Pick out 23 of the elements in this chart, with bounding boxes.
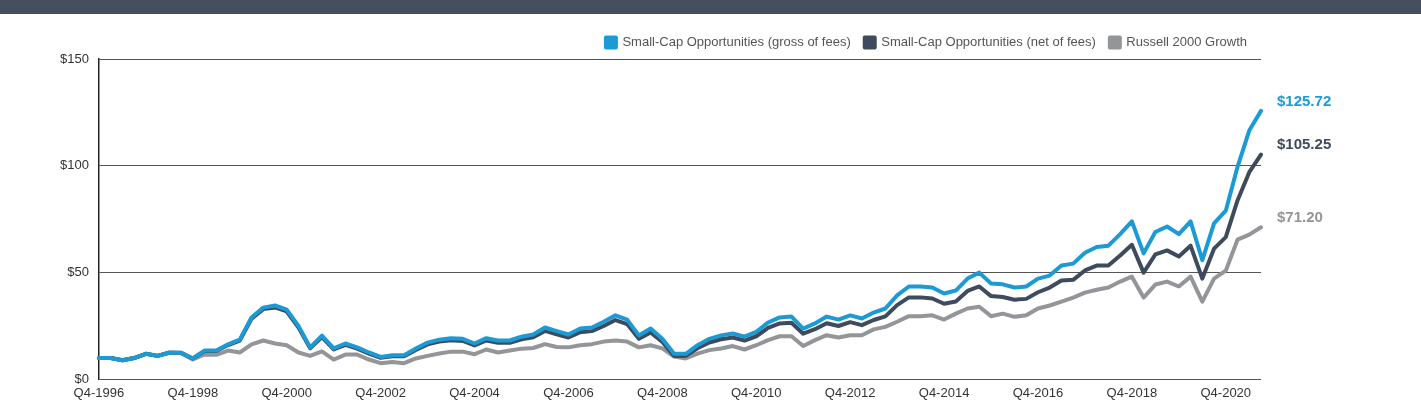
x-tick-label: Q4-2008: [637, 384, 688, 400]
x-tick-label: Q4-2000: [261, 384, 313, 400]
x-tick-label: Q4-2018: [1106, 384, 1158, 400]
x-tick-label: Q4-2020: [1200, 384, 1252, 400]
legend-label: Small-Cap Opportunities (gross of fees): [622, 34, 851, 50]
legend-label: Small-Cap Opportunities (net of fees): [881, 34, 1096, 50]
x-tick-label: Q4-1998: [167, 384, 219, 400]
x-tick-label: Q4-2002: [355, 384, 406, 400]
y-tick-label: $0: [74, 370, 89, 386]
y-tick-label: $100: [60, 157, 89, 173]
data-label: $125.72: [1277, 91, 1332, 109]
x-tick-label: Q4-2010: [730, 384, 782, 400]
x-tick-label: Q4-2014: [918, 384, 970, 400]
x-tick-label: Q4-2016: [1012, 384, 1064, 400]
legend-label: Russell 2000 Growth: [1126, 34, 1247, 50]
x-tick-label: Q4-1996: [73, 384, 125, 400]
x-tick-label: Q4-2006: [543, 384, 594, 400]
data-label: $105.25: [1277, 135, 1332, 153]
x-tick-label: Q4-2012: [824, 384, 876, 400]
y-tick-label: $150: [60, 50, 89, 66]
y-tick-label: $50: [67, 264, 89, 280]
x-tick-label: Q4-2004: [449, 384, 500, 400]
data-label: $71.20: [1277, 207, 1323, 225]
